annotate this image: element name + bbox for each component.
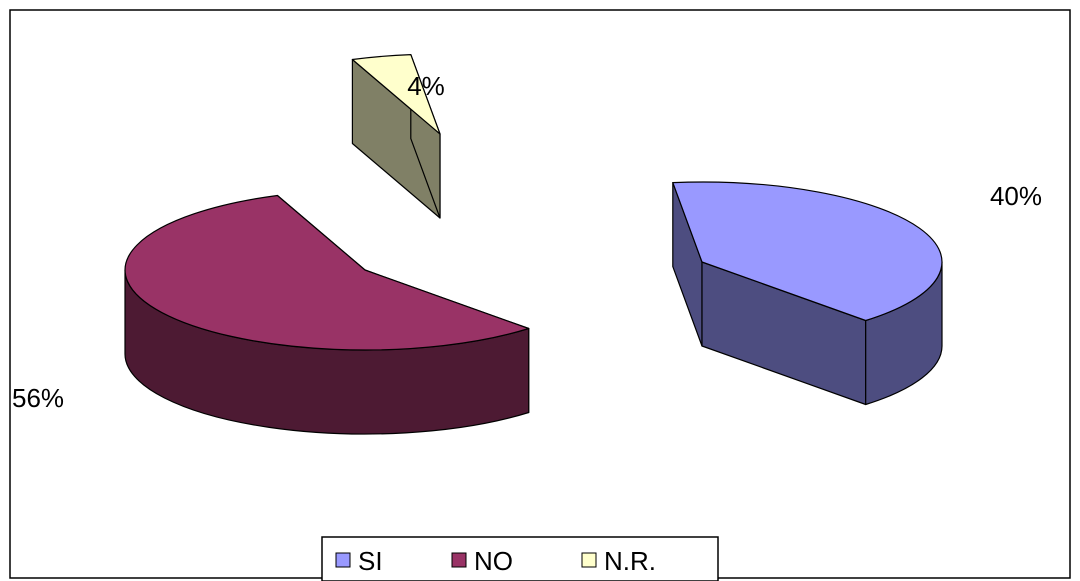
legend: SI NO N.R. [321, 536, 719, 581]
pie-slice-si [672, 181, 943, 406]
slice-label-no: 56% [12, 383, 64, 413]
slice-label-nr: 4% [407, 71, 445, 101]
legend-swatch-no [451, 552, 467, 568]
slice-top-si [672, 181, 943, 322]
slices-layer [124, 54, 943, 435]
legend-swatch-nr [581, 552, 597, 568]
slice-top-nr [351, 54, 441, 135]
slice-top-no [124, 194, 530, 351]
pie-slice-nr [351, 54, 441, 219]
legend-swatch-si [335, 552, 351, 568]
legend-label-si: SI [358, 546, 383, 576]
legend-box [321, 536, 719, 581]
slice-label-si: 40% [990, 181, 1042, 211]
legend-label-no: NO [474, 546, 513, 576]
pie-slice-no [124, 194, 530, 435]
legend-label-nr: N.R. [604, 546, 656, 576]
